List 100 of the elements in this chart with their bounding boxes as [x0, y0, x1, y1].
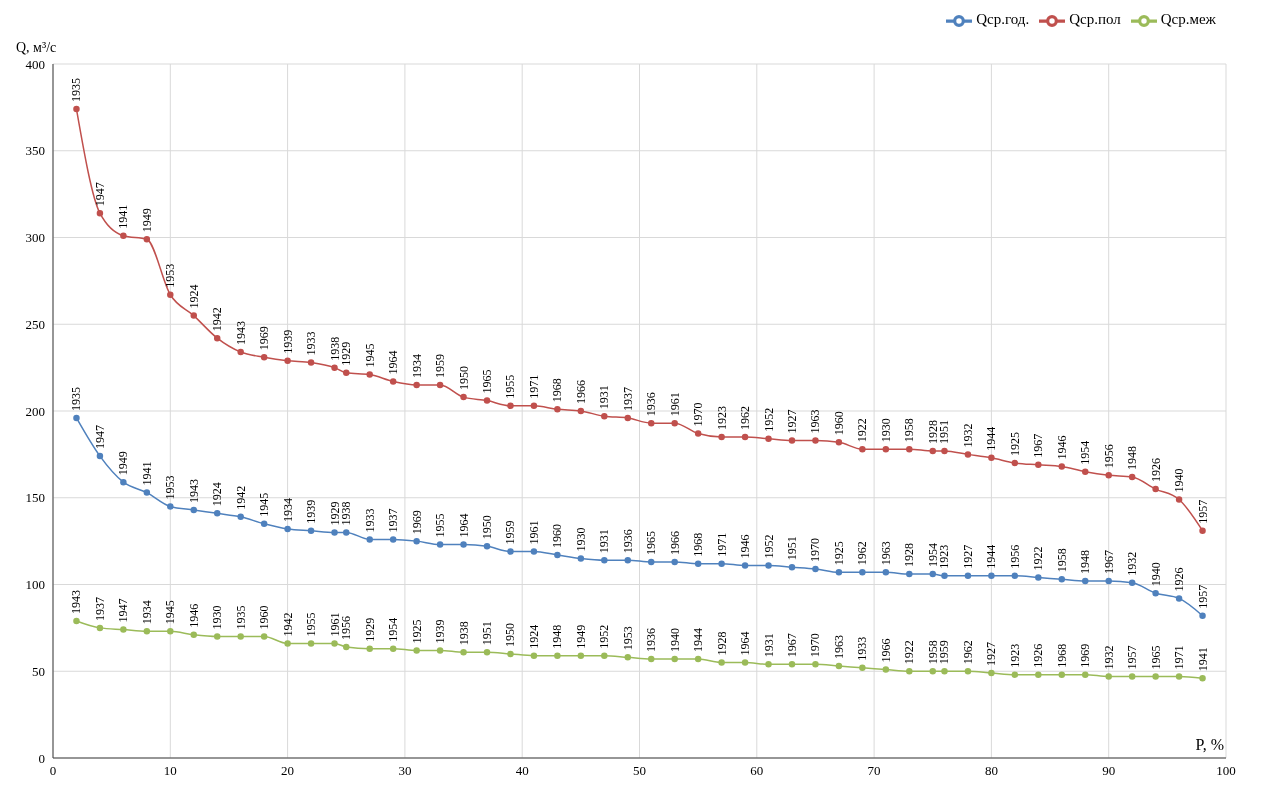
annotation: 1929	[327, 501, 342, 526]
annotation: 1953	[620, 626, 635, 651]
annotation: 1971	[714, 532, 729, 557]
annotation: 1946	[1054, 435, 1069, 460]
y-tick-label: 50	[32, 663, 45, 679]
annotation: 1935	[69, 386, 84, 411]
annotation: 1956	[1101, 444, 1116, 469]
x-axis-title: P, %	[1195, 736, 1224, 753]
annotation: 1926	[1031, 643, 1046, 668]
annotation: 1953	[163, 263, 178, 288]
annotation: 1970	[691, 402, 706, 427]
annotation: 1958	[902, 418, 917, 443]
annotation: 1938	[456, 621, 471, 646]
annotation: 1957	[1125, 645, 1140, 670]
legend-label: Qср.меж	[1160, 11, 1216, 28]
annotation: 1952	[597, 624, 612, 649]
annotation: 1959	[433, 353, 448, 378]
annotation: 1963	[808, 409, 823, 434]
x-tick-label: 40	[515, 763, 529, 779]
annotation: 1932	[1125, 551, 1140, 576]
annotation: 1924	[210, 482, 225, 507]
annotation: 1947	[92, 182, 107, 207]
annotation: 1937	[620, 386, 635, 411]
annotation: 1955	[304, 612, 319, 637]
annotation: 1932	[1101, 645, 1116, 670]
annotation: 1970	[808, 537, 823, 562]
annotation: 1957	[1195, 584, 1210, 609]
annotation: 1925	[1007, 432, 1022, 457]
annotation: 1945	[362, 343, 377, 368]
annotation: 1935	[233, 605, 248, 630]
annotation: 1935	[69, 78, 84, 103]
annotation: 1937	[386, 508, 401, 533]
annotation: 1942	[233, 485, 248, 510]
annotation: 1961	[327, 612, 342, 637]
annotation: 1957	[1195, 499, 1210, 524]
annotation: 1963	[878, 541, 893, 566]
annotation: 1938	[339, 501, 354, 526]
y-tick-label: 0	[38, 750, 45, 766]
annotation: 1967	[1101, 550, 1116, 575]
annotation: 1945	[163, 600, 178, 625]
y-tick-label: 400	[25, 56, 45, 72]
annotation: 1959	[503, 520, 518, 545]
annotation: 1944	[984, 426, 999, 451]
annotation: 1922	[855, 418, 870, 443]
x-tick-label: 90	[1102, 763, 1116, 779]
annotation: 1933	[855, 636, 870, 661]
x-tick-label: 10	[163, 763, 177, 779]
annotation: 1941	[1195, 647, 1210, 672]
annotation: 1946	[186, 603, 201, 628]
x-tick-label: 80	[984, 763, 998, 779]
annotation: 1963	[831, 635, 846, 660]
annotation: 1928	[714, 631, 729, 656]
y-tick-label: 200	[25, 403, 45, 419]
annotation: 1959	[937, 640, 952, 665]
annotation: 1962	[855, 541, 870, 566]
y-tick-label: 150	[25, 490, 45, 506]
annotation: 1950	[480, 515, 495, 540]
annotation: 1946	[738, 534, 753, 559]
annotation: 1942	[280, 612, 295, 637]
annotation: 1928	[925, 419, 940, 444]
annotation: 1971	[526, 374, 541, 399]
annotation: 1948	[550, 624, 565, 649]
annotation: 1964	[456, 513, 471, 538]
annotation: 1955	[433, 513, 448, 538]
annotation: 1923	[714, 406, 729, 431]
annotation: 1940	[667, 628, 682, 653]
x-tick-label: 30	[398, 763, 412, 779]
annotation: 1969	[409, 510, 424, 535]
x-tick-label: 100	[1216, 763, 1236, 779]
annotation: 1927	[984, 641, 999, 666]
annotation: 1925	[831, 541, 846, 566]
annotation: 1952	[761, 534, 776, 559]
annotation: 1934	[409, 353, 424, 378]
annotation: 1940	[1172, 468, 1187, 493]
y-axis-title: Q, м³/с	[16, 40, 57, 55]
annotation: 1939	[280, 329, 295, 354]
y-tick-label: 100	[25, 577, 45, 593]
annotation: 1927	[784, 409, 799, 434]
annotation: 1966	[878, 638, 893, 663]
annotation: 1945	[257, 492, 272, 517]
annotation: 1934	[139, 600, 154, 625]
annotation: 1943	[233, 321, 248, 346]
annotation: 1970	[808, 633, 823, 658]
annotation: 1923	[1007, 643, 1022, 668]
annotation: 1938	[327, 336, 342, 361]
annotation: 1968	[1054, 643, 1069, 668]
annotation: 1922	[1031, 546, 1046, 571]
annotation: 1958	[925, 640, 940, 665]
x-tick-label: 50	[633, 763, 646, 779]
annotation: 1936	[644, 628, 659, 653]
annotation: 1936	[620, 529, 635, 554]
annotation: 1933	[362, 508, 377, 533]
annotation: 1960	[831, 411, 846, 436]
annotation: 1966	[573, 380, 588, 404]
annotation: 1924	[526, 624, 541, 649]
annotation: 1971	[1172, 645, 1187, 670]
annotation: 1966	[667, 530, 682, 555]
annotation: 1949	[116, 451, 131, 476]
annotation: 1962	[738, 406, 753, 431]
annotation: 1964	[386, 350, 401, 375]
